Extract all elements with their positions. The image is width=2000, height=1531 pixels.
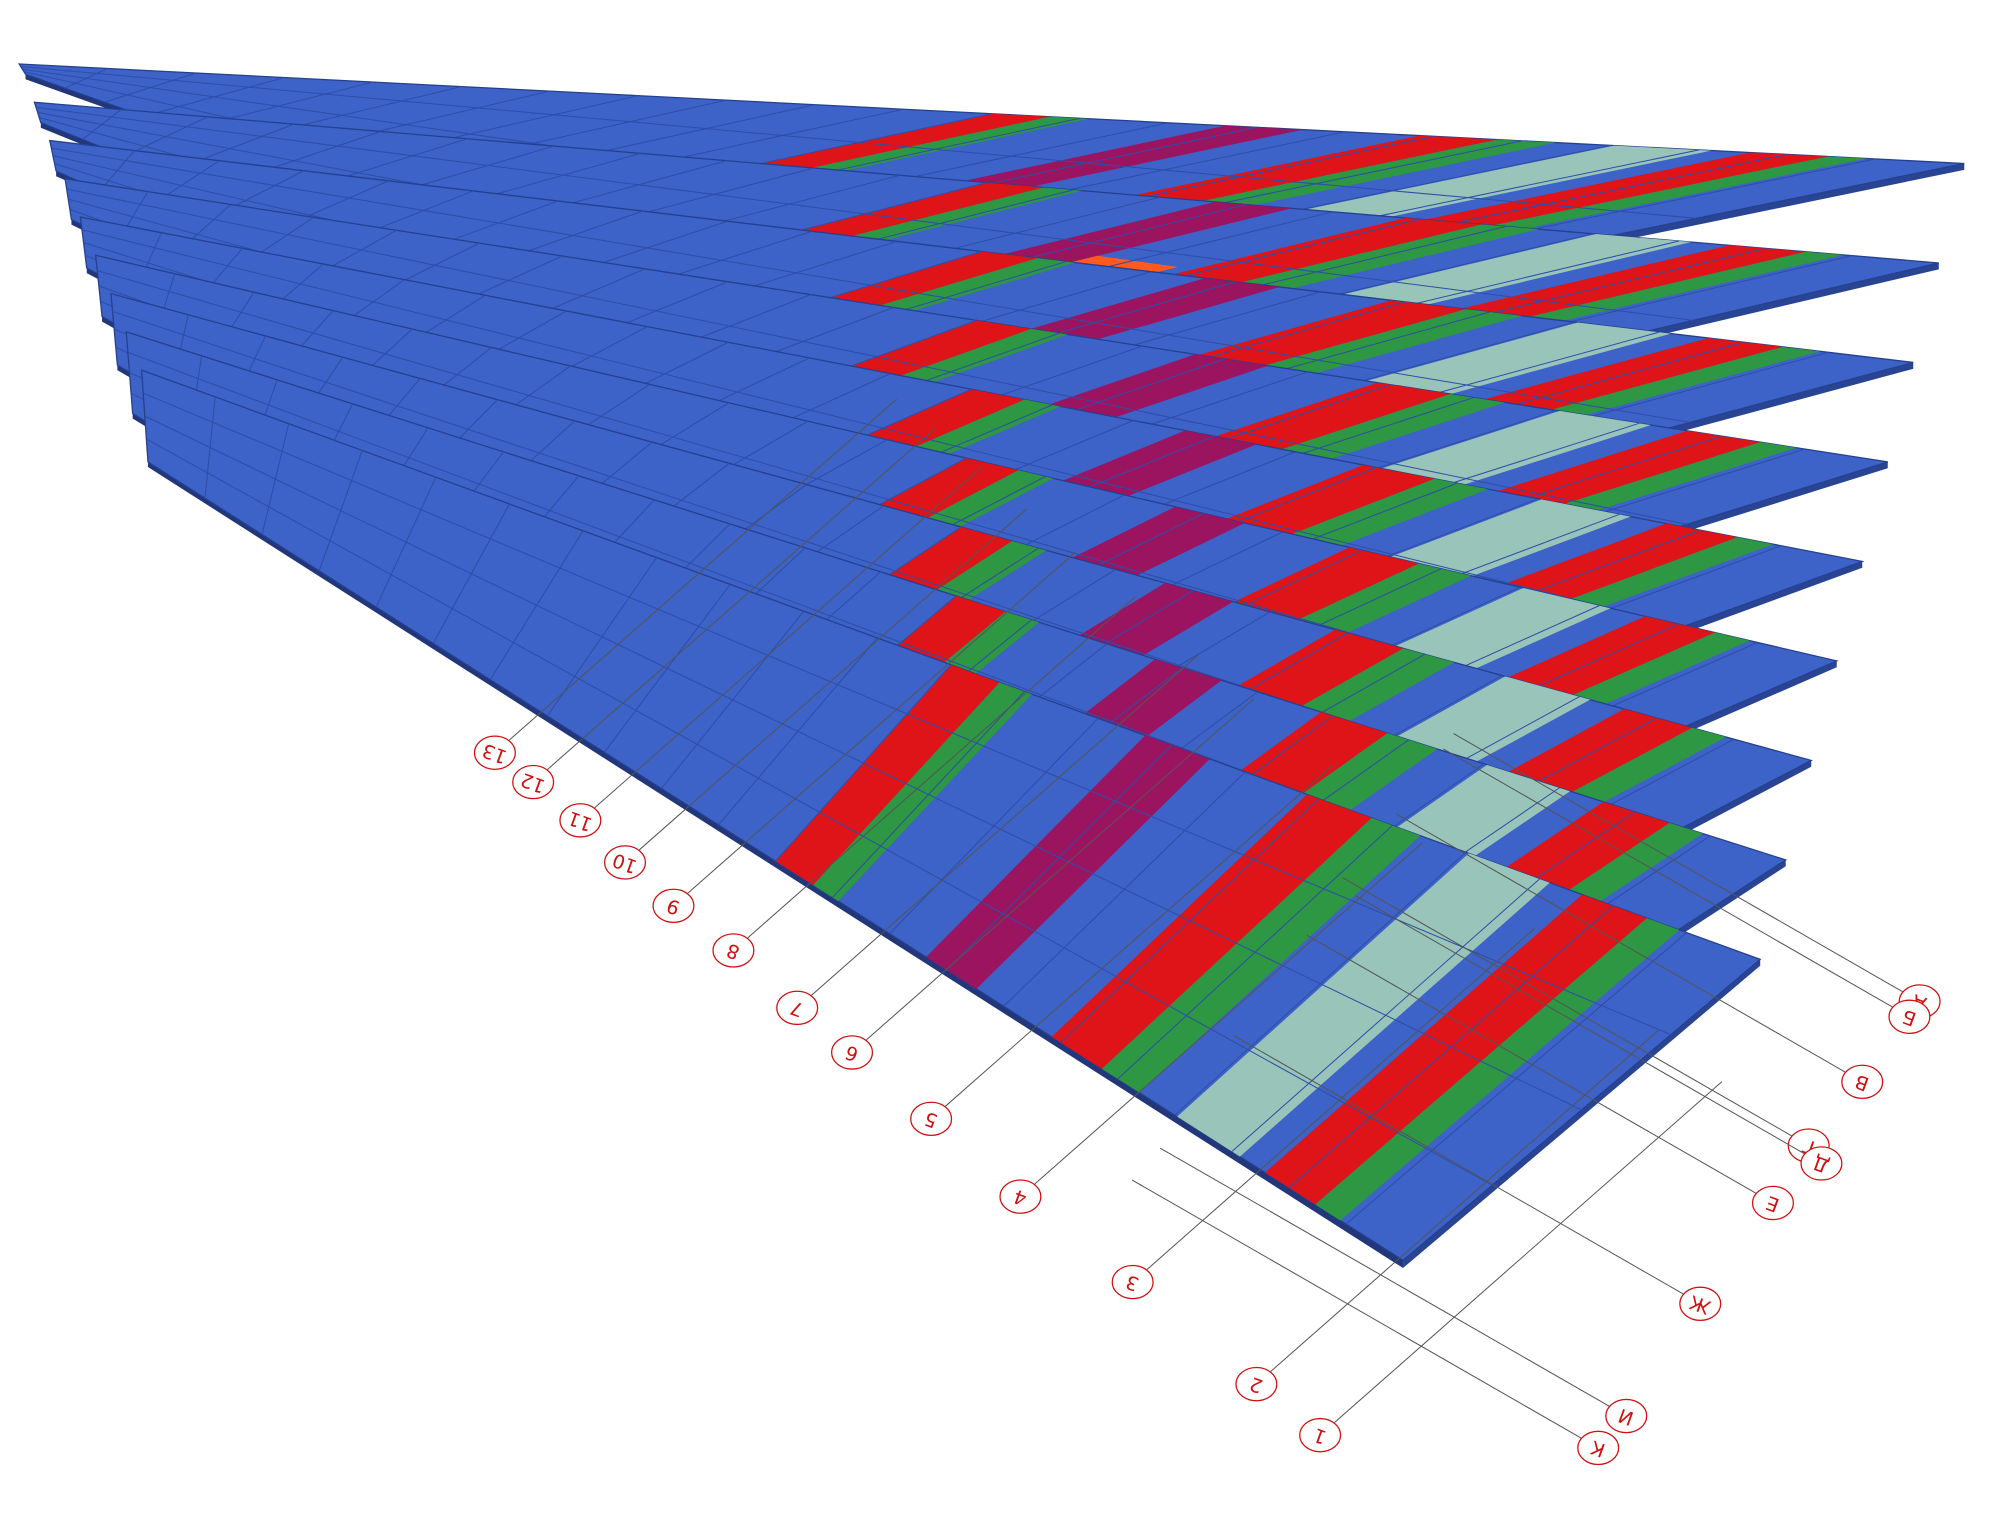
axis-line xyxy=(1342,877,1793,1137)
axis-bubble xyxy=(1841,1064,1884,1100)
axis-bubble xyxy=(776,990,819,1026)
axis-bubble xyxy=(830,1035,874,1070)
panel-joint xyxy=(81,229,1684,627)
axis-bubble xyxy=(603,845,647,880)
axis-line xyxy=(1355,895,1806,1155)
panel-joint xyxy=(51,147,1691,423)
axis-bubble xyxy=(512,764,555,800)
slab-edge xyxy=(147,461,1404,1269)
axis-bubble xyxy=(652,888,695,924)
axis-bubble xyxy=(1679,1286,1722,1321)
axis-line xyxy=(639,508,1028,851)
axis-bubble xyxy=(910,1101,953,1137)
axis-line xyxy=(687,551,1076,894)
floor-slabs xyxy=(17,63,1965,1269)
panel-joint xyxy=(66,188,1687,525)
axis-line xyxy=(945,764,1334,1107)
axis-bubble xyxy=(999,1179,1042,1214)
panel-joint xyxy=(142,392,1672,1036)
floor xyxy=(140,369,1762,1269)
axis-line xyxy=(1034,842,1423,1185)
axis-line xyxy=(811,653,1200,996)
axis-bubble xyxy=(1605,1398,1648,1434)
axis-bubble xyxy=(712,933,755,968)
axis-bubble xyxy=(1577,1430,1620,1466)
axis-line xyxy=(1306,934,1757,1194)
panel-joint xyxy=(35,106,1694,321)
axis-bubble xyxy=(1235,1366,1278,1402)
axis-line xyxy=(1146,928,1535,1270)
axis-line xyxy=(1453,733,1904,993)
axis-line xyxy=(866,698,1255,1041)
slab-edge xyxy=(1403,959,1761,1269)
axis-line xyxy=(1131,1179,1582,1439)
panel-joint xyxy=(144,415,1582,1111)
axis-bubble xyxy=(1800,1146,1843,1181)
axis-line xyxy=(1233,1035,1684,1295)
axis-line xyxy=(1443,748,1894,1008)
axis-label: Д xyxy=(1810,1151,1832,1178)
panel-joint xyxy=(146,438,1493,1186)
axis-line xyxy=(1159,1147,1610,1407)
panel-joint xyxy=(20,66,1697,219)
axis-line xyxy=(1395,813,1846,1073)
axis-line xyxy=(508,398,898,741)
axis-bubble xyxy=(473,735,516,770)
axis-bubble xyxy=(1888,999,1931,1034)
axis-line xyxy=(547,428,936,770)
axis-line xyxy=(747,596,1136,939)
axis-bubble xyxy=(1111,1264,1154,1300)
axis-line xyxy=(1334,1081,1723,1423)
axis-bubble xyxy=(1299,1417,1342,1453)
axis-line xyxy=(1270,1030,1659,1372)
axis-bubble xyxy=(1751,1185,1795,1221)
axis-bubble xyxy=(559,803,602,838)
axis-line xyxy=(594,466,983,809)
grid-axes: 12345678910111213АБВГДЕЖИК xyxy=(473,398,1941,1466)
